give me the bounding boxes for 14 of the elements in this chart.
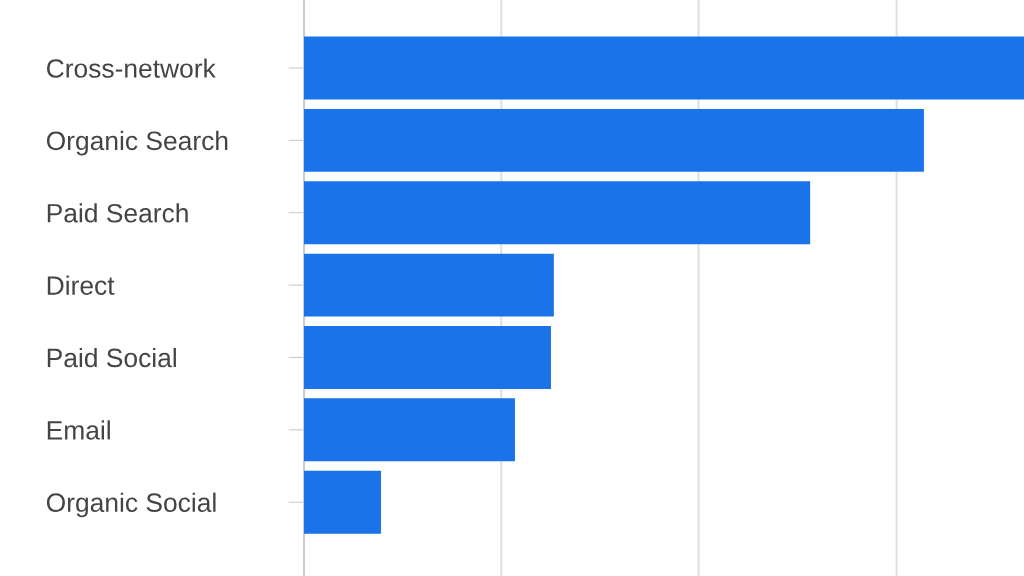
y-tick-label: Organic Social <box>46 492 216 518</box>
bar <box>304 36 1024 100</box>
bar <box>304 108 924 172</box>
bar <box>304 470 382 534</box>
y-tick-label: Paid Social <box>47 347 176 368</box>
y-tick-label: Direct <box>47 275 115 295</box>
bar <box>304 253 554 317</box>
y-tick-label: Email <box>47 420 110 440</box>
y-tick-label: Organic Search <box>46 130 228 156</box>
y-tick-label: Cross-network <box>47 58 216 78</box>
y-tick-label: Paid Search <box>47 203 188 223</box>
bar <box>304 181 811 245</box>
bar <box>304 398 515 462</box>
bar <box>304 325 551 389</box>
